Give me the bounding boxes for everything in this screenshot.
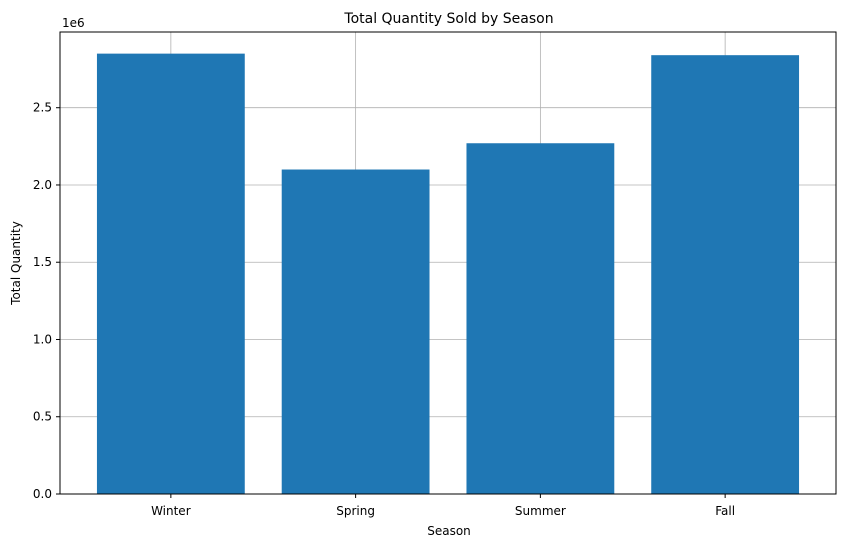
- axis-ticks: Winter Spring Summer Fall 0.0 0.5 1.0 1.5 2.0 2.5: [33, 101, 735, 518]
- bar-summer: [466, 143, 615, 494]
- x-tick-label: Fall: [715, 504, 735, 518]
- y-tick-label: 0.5: [33, 410, 52, 424]
- bar-winter: [96, 53, 245, 494]
- y-axis-label: Total Quantity: [9, 221, 23, 306]
- bars: [96, 53, 800, 495]
- chart-title: Total Quantity Sold by Season: [343, 11, 553, 27]
- x-axis-label: Season: [427, 524, 471, 538]
- y-tick-label: 2.5: [33, 101, 52, 115]
- y-tick-label: 2.0: [33, 178, 52, 192]
- x-tick-label: Summer: [515, 504, 566, 518]
- y-tick-label: 1.5: [33, 255, 52, 269]
- bar-fall: [651, 55, 800, 495]
- y-tick-label: 0.0: [33, 487, 52, 501]
- y-tick-label: 1.0: [33, 332, 52, 346]
- bar-spring: [281, 169, 430, 494]
- y-scale-offset-label: 1e6: [62, 16, 85, 30]
- x-tick-label: Spring: [336, 504, 375, 518]
- plot-frame: [59, 31, 837, 495]
- x-tick-label: Winter: [151, 504, 191, 518]
